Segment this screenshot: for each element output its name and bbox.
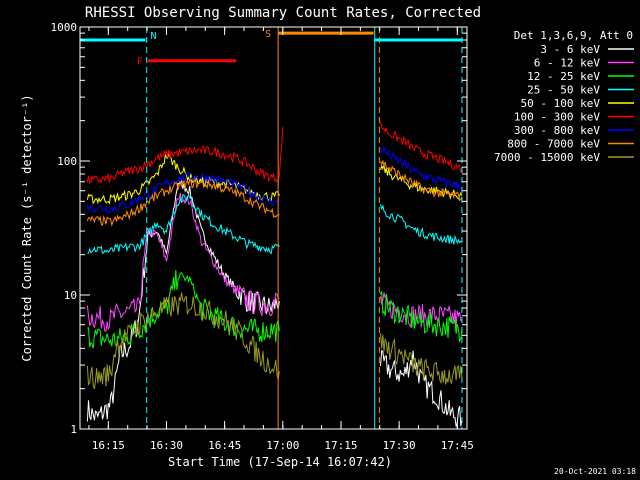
x-tick-label-17-30: 17:30 [383, 439, 416, 452]
x-tick-label-17-45: 17:45 [441, 439, 474, 452]
series-50-100-kev [86, 152, 463, 205]
x-tick-label-16-45: 16:45 [208, 439, 241, 452]
timestamp: 20-Oct-2021 03:18 [554, 467, 636, 476]
series-line-800-7000-kev [86, 178, 280, 228]
annotation-label-s: S [265, 29, 271, 40]
series-line-800-7000-kev [380, 160, 463, 202]
series-line-25-50-kev [87, 193, 280, 255]
series-12-25-kev [87, 269, 463, 349]
legend-label-800-7000-kev: 800 - 7000 keV [507, 138, 600, 151]
x-tick-label-17-00: 17:00 [266, 439, 299, 452]
y-tick-label-1000: 1000 [51, 21, 78, 34]
series-line-7000-15000-kev [380, 332, 463, 385]
legend-item-7000-15000-kev: 7000 - 15000 keV [494, 151, 634, 164]
series-3-6-kev [86, 180, 463, 427]
legend-label-12-25-kev: 12 - 25 keV [527, 70, 600, 83]
legend-label-300-800-kev: 300 - 800 keV [514, 124, 600, 137]
x-tick-label-16-30: 16:30 [150, 439, 183, 452]
y-tick-label-100: 100 [57, 155, 77, 168]
series-line-50-100-kev [86, 152, 280, 205]
series-100-300-kev [86, 121, 463, 184]
series-line-7000-15000-kev [86, 292, 280, 389]
legend-label-50-100-kev: 50 - 100 keV [521, 97, 601, 110]
series-25-50-kev [87, 193, 463, 255]
series-line-50-100-kev [380, 164, 463, 200]
legend-item-3-6-kev: 3 - 6 keV [540, 43, 634, 56]
series-line-100-300-kev [86, 126, 284, 184]
series-line-100-300-kev [380, 121, 463, 173]
x-axis-ticks: 16:15 16:30 16:45 17:00 17:15 17:30 17:45 [88, 27, 474, 452]
legend-label-3-6-kev: 3 - 6 keV [540, 43, 600, 56]
legend-item-800-7000-kev: 800 - 7000 keV [507, 138, 634, 151]
series-7000-15000-kev [86, 292, 463, 389]
attenuator-lines [146, 27, 463, 429]
legend-label-7000-15000-kev: 7000 - 15000 keV [494, 151, 600, 164]
legend-label-100-300-kev: 100 - 300 keV [514, 111, 600, 124]
chart-title: RHESSI Observing Summary Count Rates, Co… [85, 5, 481, 21]
y-tick-label-1: 1 [70, 423, 77, 436]
y-axis-label: Corrected Count Rate (s⁻¹ detector⁻¹) [20, 94, 34, 361]
legend-item-25-50-kev: 25 - 50 keV [527, 84, 634, 97]
legend-label-25-50-kev: 25 - 50 keV [527, 84, 600, 97]
series-line-300-800-kev [380, 145, 463, 191]
series-6-12-kev [86, 192, 463, 332]
series-line-300-800-kev [86, 171, 280, 214]
series-line-12-25-kev [380, 290, 463, 344]
plot-frame [79, 26, 468, 430]
legend-item-50-100-kev: 50 - 100 keV [521, 97, 634, 110]
annotation-label-n: N [151, 31, 157, 42]
x-axis-label: Start Time (17-Sep-14 16:07:42) [168, 455, 392, 469]
legend-label-6-12-kev: 6 - 12 keV [534, 57, 601, 70]
legend-item-6-12-kev: 6 - 12 keV [534, 57, 634, 70]
legend-item-100-300-kev: 100 - 300 keV [514, 111, 634, 124]
series-line-6-12-kev [86, 192, 280, 332]
x-tick-label-16-15: 16:15 [92, 439, 125, 452]
series-line-25-50-kev [380, 204, 463, 245]
legend-item-300-800-kev: 300 - 800 keV [514, 124, 634, 137]
series-line-12-25-kev [87, 269, 280, 349]
series-line-3-6-kev [380, 349, 463, 427]
annotation-label-f: F [137, 57, 143, 68]
legend-header: Det 1,3,6,9, Att 0 [514, 29, 633, 42]
series-300-800-kev [86, 145, 463, 214]
y-tick-label-10: 10 [64, 289, 77, 302]
series-layer [86, 121, 463, 427]
legend-item-12-25-kev: 12 - 25 keV [527, 70, 634, 83]
annotation-layer: N F S [80, 29, 462, 68]
x-tick-label-17-15: 17:15 [324, 439, 357, 452]
series-800-7000-kev [86, 160, 463, 228]
y-axis-ticks: 1 10 100 1000 [51, 21, 467, 436]
series-line-6-12-kev [380, 292, 463, 329]
